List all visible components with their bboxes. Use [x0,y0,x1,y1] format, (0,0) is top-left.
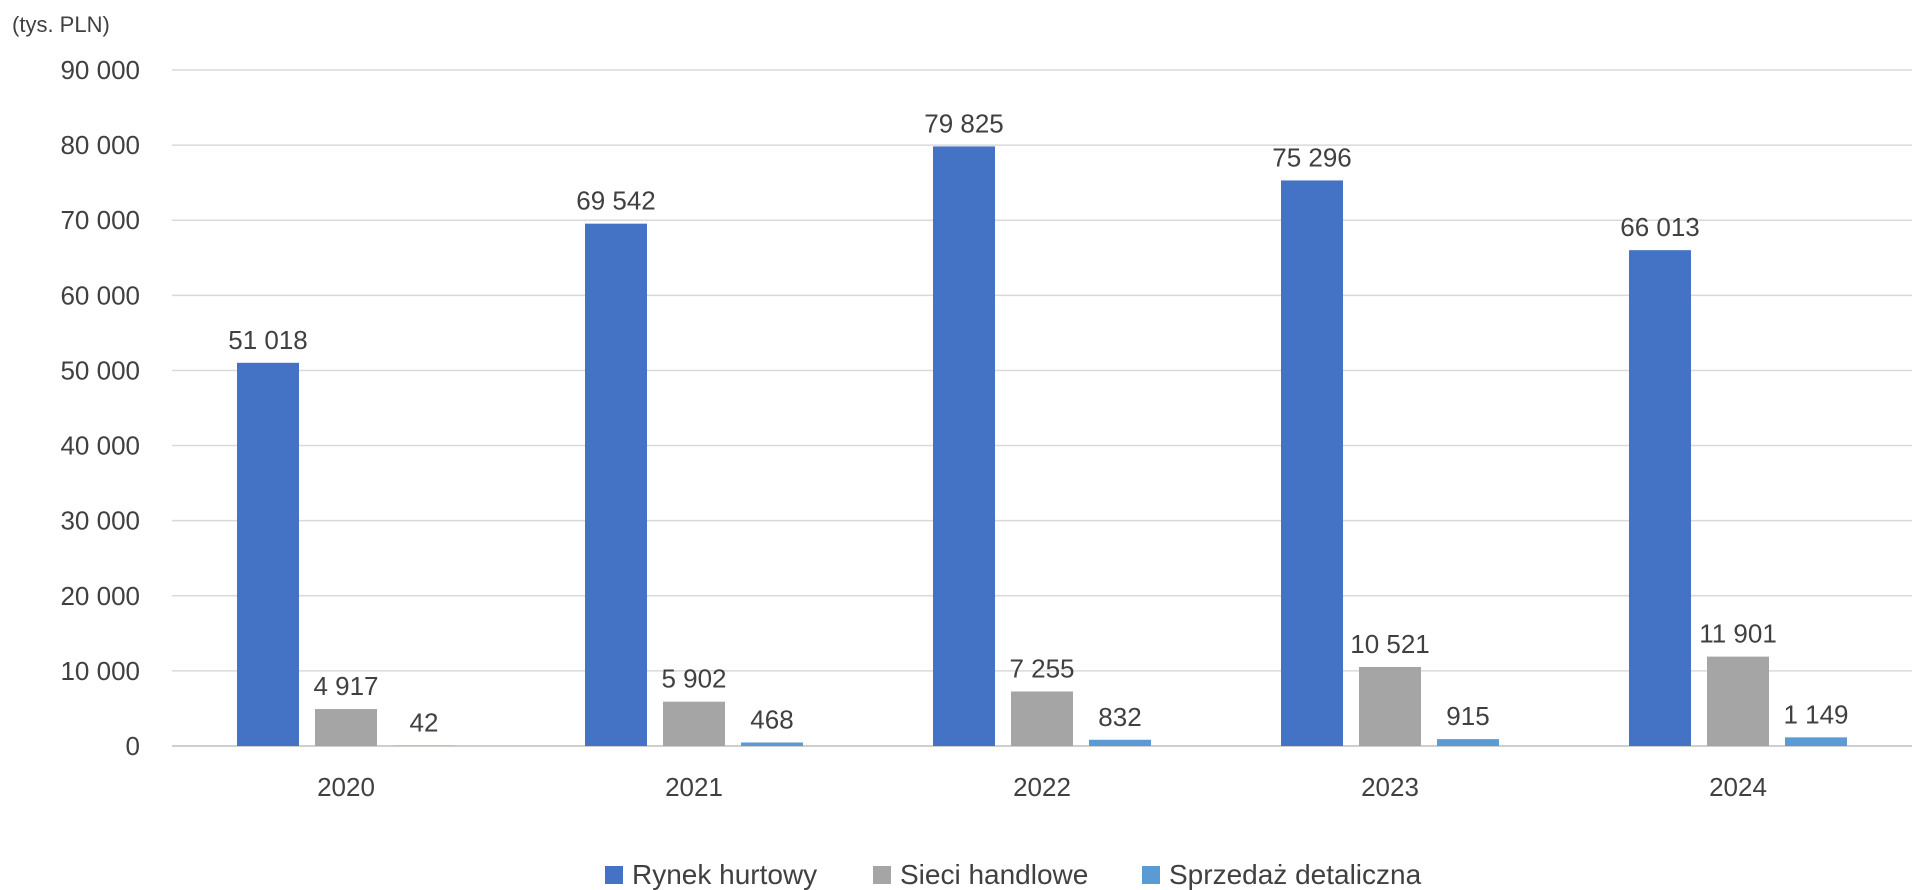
bar-rynek-hurtowy-2021 [585,223,647,747]
bar-sieci-handlowe-2021 [663,701,725,746]
data-label: 468 [750,704,793,734]
data-label: 66 013 [1620,212,1700,242]
y-tick-label: 10 000 [60,656,140,686]
y-tick-label: 30 000 [60,506,140,536]
legend-label: Sprzedaż detaliczna [1169,859,1422,890]
bar-rynek-hurtowy-2023 [1281,180,1343,747]
data-labels: 51 018 4 917 42 69 542 5 902 468 79 825 7 255 83… [228,108,1848,737]
data-label: 10 521 [1350,629,1430,659]
y-tick-label: 40 000 [60,431,140,461]
data-label: 42 [410,708,439,738]
y-tick-label: 90 000 [60,55,140,85]
bar-sprzedaż-detaliczna-2023 [1437,739,1499,746]
x-category-label: 2024 [1709,772,1767,802]
data-label: 5 902 [661,664,726,694]
data-label: 69 542 [576,186,656,216]
data-label: 4 917 [313,671,378,701]
y-axis-tick-labels: 0 10 000 20 000 30 000 40 000 50 000 60 000 70 … [60,55,140,761]
y-tick-label: 20 000 [60,581,140,611]
bar-rynek-hurtowy-2020 [237,362,299,746]
bar-rynek-hurtowy-2024 [1629,250,1691,747]
data-label: 832 [1098,702,1141,732]
y-tick-label: 70 000 [60,205,140,235]
bar-sieci-handlowe-2022 [1011,691,1073,746]
data-label: 915 [1446,701,1489,731]
legend-label: Sieci handlowe [900,859,1088,890]
data-label: 11 901 [1699,619,1777,649]
x-category-label: 2020 [317,772,375,802]
legend: Rynek hurtowy Sieci handlowe Sprzedaż deta… [605,859,1422,890]
bars [237,146,1847,747]
data-label: 1 149 [1783,699,1848,729]
bar-sieci-handlowe-2020 [315,709,377,746]
gridlines [172,69,1912,747]
x-category-label: 2021 [665,772,723,802]
legend-swatch-1 [873,866,891,884]
x-axis-category-labels: 2020 2021 2022 2023 2024 [317,772,1767,802]
data-label: 51 018 [228,325,308,355]
y-tick-label: 60 000 [60,280,140,310]
unit-label: (tys. PLN) [12,12,110,37]
data-label: 7 255 [1009,654,1074,684]
data-label: 75 296 [1272,142,1352,172]
bar-sprzedaż-detaliczna-2024 [1785,737,1847,746]
legend-swatch-2 [1142,866,1160,884]
y-tick-label: 50 000 [60,355,140,385]
bar-rynek-hurtowy-2022 [933,146,995,747]
legend-swatch-0 [605,866,623,884]
legend-label: Rynek hurtowy [632,859,817,890]
y-tick-label: 0 [126,731,140,761]
bar-sieci-handlowe-2023 [1359,666,1421,746]
bar-sprzedaż-detaliczna-2022 [1089,739,1151,746]
y-tick-label: 80 000 [60,130,140,160]
x-category-label: 2023 [1361,772,1419,802]
x-category-label: 2022 [1013,772,1071,802]
bar-sieci-handlowe-2024 [1707,656,1769,746]
data-label: 79 825 [924,108,1004,138]
bar-sprzedaż-detaliczna-2021 [741,742,803,746]
